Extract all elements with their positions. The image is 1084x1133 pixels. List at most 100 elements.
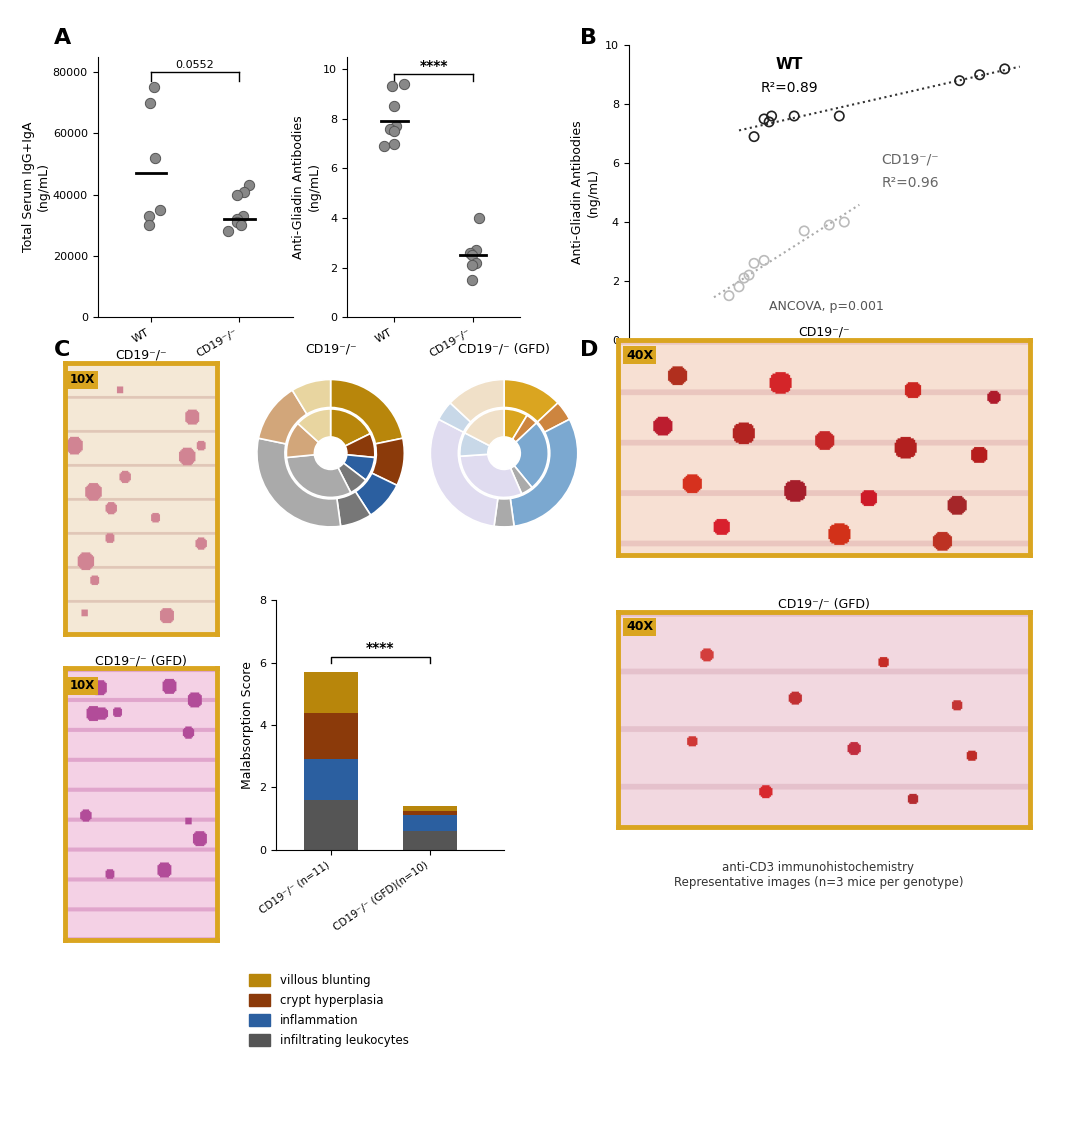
Point	[821, 216, 838, 235]
Point	[235, 182, 253, 201]
Point	[720, 287, 737, 305]
Y-axis label: Total Serum IgG+IgA
(ng/mL): Total Serum IgG+IgA (ng/mL)	[22, 121, 50, 253]
Point	[232, 216, 249, 235]
Point	[735, 269, 752, 287]
Text: ANCOVA, p=0.001: ANCOVA, p=0.001	[769, 300, 883, 314]
Point	[376, 137, 393, 155]
Point	[141, 94, 158, 112]
Text: 0.0552: 0.0552	[176, 60, 215, 70]
Text: 10X: 10X	[69, 680, 94, 692]
Wedge shape	[331, 380, 403, 444]
Y-axis label: Anti-Gliadin Antibodies
(ng/mL): Anti-Gliadin Antibodies (ng/mL)	[293, 116, 321, 258]
Wedge shape	[460, 454, 521, 497]
Wedge shape	[504, 409, 527, 440]
Point	[830, 107, 848, 125]
Text: R²=0.89: R²=0.89	[760, 82, 818, 95]
Wedge shape	[344, 454, 375, 480]
Bar	[402, 816, 457, 832]
Point	[470, 208, 488, 227]
Point	[756, 110, 773, 128]
Point	[141, 207, 158, 225]
Point	[141, 216, 158, 235]
Wedge shape	[513, 416, 537, 442]
Title: CD19⁻/⁻ (GFD): CD19⁻/⁻ (GFD)	[95, 654, 186, 667]
Point	[746, 254, 763, 272]
Wedge shape	[511, 466, 532, 494]
Bar	[304, 800, 358, 850]
Point	[786, 107, 803, 125]
Point	[228, 210, 245, 228]
Bar	[304, 713, 358, 759]
Point	[467, 241, 485, 259]
Point	[395, 75, 412, 93]
Point	[467, 254, 485, 272]
Wedge shape	[337, 492, 371, 526]
Point	[463, 246, 480, 264]
Point	[740, 266, 758, 284]
Text: 40X: 40X	[627, 349, 654, 361]
Point	[760, 113, 777, 131]
Point	[463, 256, 480, 274]
Wedge shape	[514, 423, 549, 487]
Wedge shape	[372, 438, 404, 485]
Wedge shape	[460, 433, 490, 457]
Wedge shape	[356, 474, 397, 516]
Text: D: D	[580, 340, 598, 360]
Text: WT: WT	[775, 57, 803, 71]
Point	[461, 244, 478, 262]
Text: CD19⁻/⁻: CD19⁻/⁻	[881, 152, 939, 167]
Point	[219, 222, 236, 240]
Point	[386, 122, 403, 140]
Point	[152, 201, 169, 219]
Title: CD19⁻/⁻: CD19⁻/⁻	[115, 348, 167, 361]
Wedge shape	[494, 499, 514, 527]
Point	[228, 186, 245, 204]
Y-axis label: Malabsorption Score: Malabsorption Score	[241, 662, 254, 789]
Point	[388, 117, 405, 135]
Text: 40X: 40X	[627, 621, 654, 633]
Point	[746, 128, 763, 146]
Point	[386, 135, 403, 153]
Wedge shape	[504, 380, 558, 421]
Wedge shape	[331, 409, 371, 446]
Point	[796, 222, 813, 240]
Text: 10X: 10X	[69, 374, 94, 386]
Point	[383, 77, 400, 95]
Point	[463, 271, 480, 289]
Bar	[402, 807, 457, 811]
Point	[996, 60, 1014, 78]
Point	[228, 213, 245, 231]
Legend: villous blunting, crypt hyperplasia, inflammation, infiltrating leukocytes: villous blunting, crypt hyperplasia, inf…	[244, 969, 413, 1051]
Text: anti-CD3 immunohistochemistry
Representative images (n=3 mice per genotype): anti-CD3 immunohistochemistry Representa…	[673, 861, 964, 889]
Point	[951, 71, 968, 90]
Text: B: B	[580, 28, 597, 49]
Title: CD19⁻/⁻ (GFD): CD19⁻/⁻ (GFD)	[459, 342, 550, 356]
Wedge shape	[538, 403, 569, 432]
Wedge shape	[465, 409, 504, 445]
Text: A: A	[54, 28, 72, 49]
Wedge shape	[293, 380, 331, 415]
Point	[756, 252, 773, 270]
Point	[145, 78, 163, 96]
Point	[382, 120, 399, 138]
Bar	[402, 832, 457, 850]
Bar	[402, 811, 457, 816]
Point	[836, 213, 853, 231]
Title: CD19⁻/⁻: CD19⁻/⁻	[798, 325, 850, 339]
Point	[731, 278, 748, 296]
Point	[234, 207, 251, 225]
Y-axis label: Anti-Gliadin Antibodies
(ng/mL): Anti-Gliadin Antibodies (ng/mL)	[571, 121, 599, 264]
Wedge shape	[286, 424, 319, 458]
Wedge shape	[258, 390, 307, 444]
Wedge shape	[511, 419, 578, 526]
Point	[241, 177, 258, 195]
Wedge shape	[286, 454, 351, 497]
Point	[971, 66, 989, 84]
Wedge shape	[430, 419, 498, 526]
Wedge shape	[257, 438, 340, 527]
Title: CD19⁻/⁻ (GFD): CD19⁻/⁻ (GFD)	[778, 597, 869, 611]
Point	[386, 97, 403, 116]
X-axis label: Total Serum IgG+IgA
(ng/mL): Total Serum IgG+IgA (ng/mL)	[764, 384, 894, 412]
Bar	[304, 672, 358, 713]
Text: R²=0.96: R²=0.96	[881, 176, 939, 189]
